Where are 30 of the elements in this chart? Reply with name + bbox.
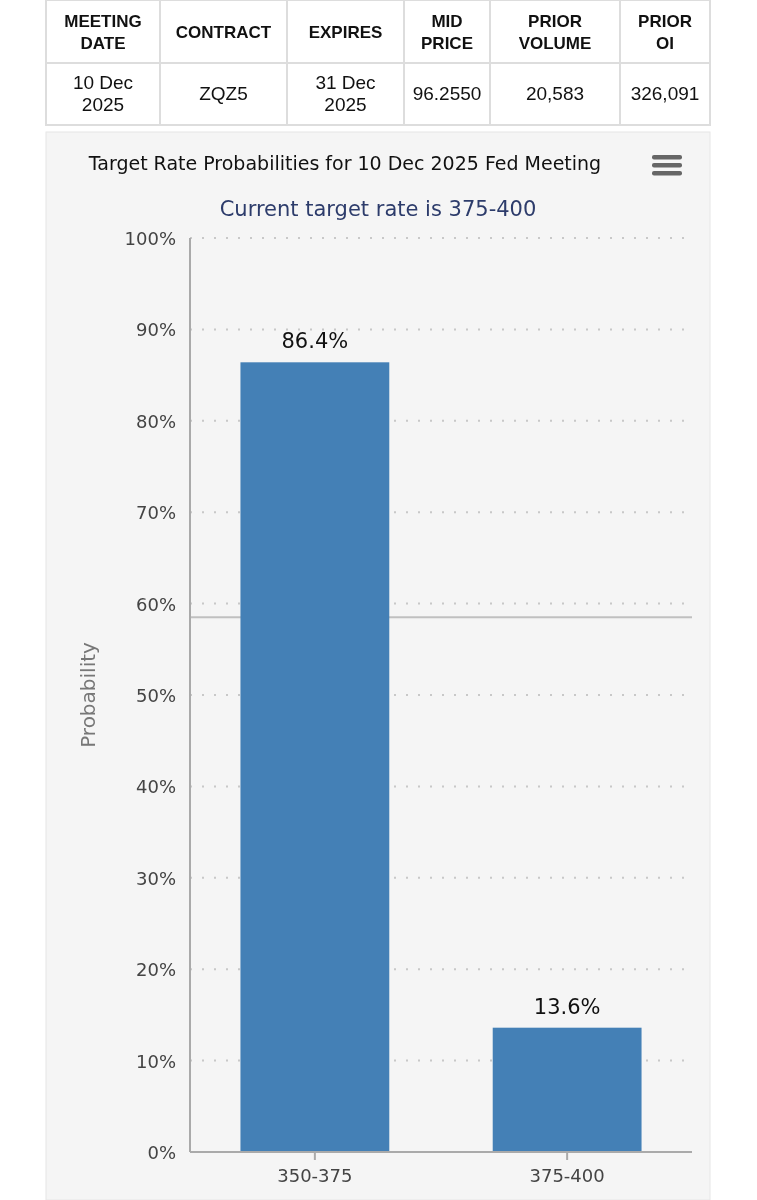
chart-title: Target Rate Probabilities for 10 Dec 2025 Fed Meeting (87, 152, 602, 174)
data-label: 86.4% (281, 329, 349, 354)
text: MID PRICE (421, 11, 473, 53)
y-tick-label: 50% (135, 685, 176, 706)
text: 10 Dec 2025 (72, 72, 134, 115)
y-tick-label: 40% (135, 776, 176, 798)
text: 20,583 (525, 83, 585, 104)
text: 96.2550 (412, 83, 482, 104)
text: PRIOR OI (638, 11, 692, 53)
y-tick-label: 90% (135, 319, 176, 341)
chart-subtitle: Current target rate is 375-400 (219, 197, 537, 221)
y-tick-label: 60% (135, 593, 176, 615)
text: CONTRACT (175, 22, 272, 42)
y-axis-title: Probability (76, 641, 100, 748)
text: PRIOR VOLUME (518, 11, 592, 53)
text: ZQZ5 (199, 83, 248, 104)
y-tick-label: 10% (135, 1050, 176, 1072)
y-tick-label: 30% (135, 867, 176, 889)
text: MEETING DATE (64, 11, 142, 53)
y-tick-label: 20% (135, 959, 176, 981)
text: 31 Dec 2025 (315, 72, 376, 115)
data-label: 13.6% (533, 994, 601, 1019)
y-tick-label: 70% (135, 502, 176, 524)
text: 326,091 (630, 83, 700, 104)
x-tick-label: 350-375 (277, 1165, 353, 1186)
y-tick-label: 100% (124, 228, 176, 249)
y-tick-label: 80% (135, 410, 176, 432)
y-tick-label: 0% (147, 1142, 176, 1163)
x-tick-label: 375-400 (529, 1165, 605, 1186)
text: EXPIRES (308, 22, 383, 42)
